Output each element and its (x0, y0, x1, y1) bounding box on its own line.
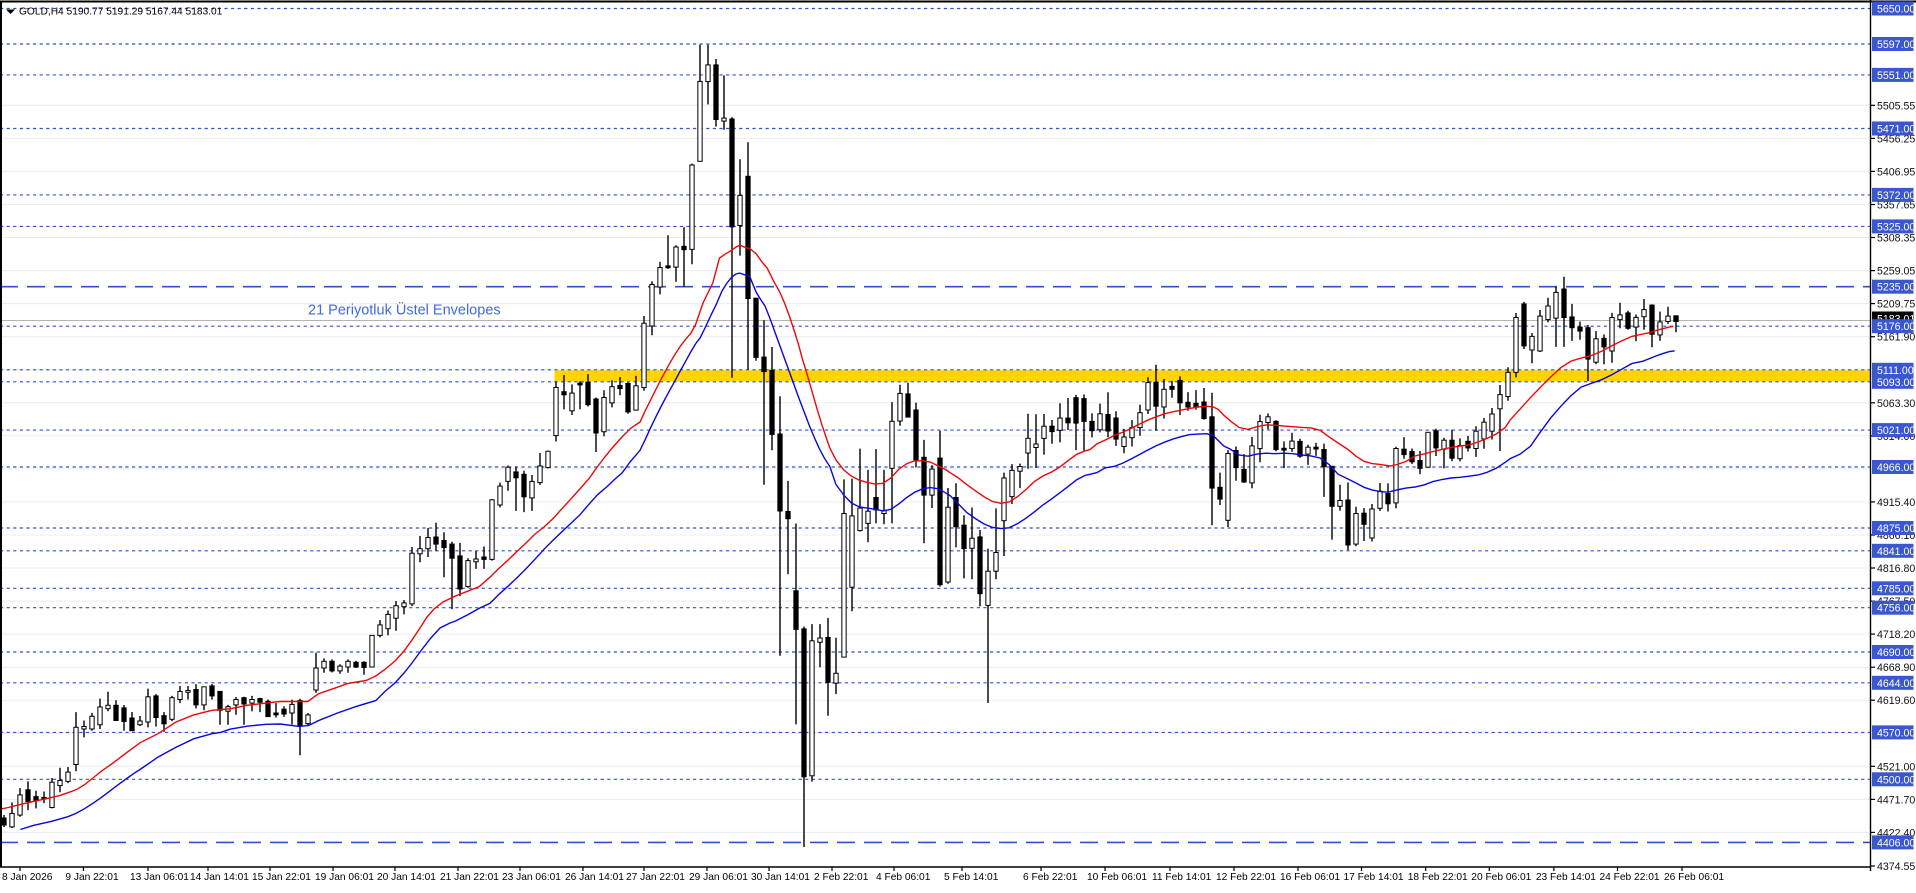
svg-text:4500.00: 4500.00 (1877, 774, 1915, 786)
svg-text:26 Feb 06:01: 26 Feb 06:01 (1664, 872, 1724, 883)
svg-text:23 Feb 14:01: 23 Feb 14:01 (1536, 872, 1596, 883)
svg-text:4471.70: 4471.70 (1877, 794, 1915, 806)
svg-text:4570.00: 4570.00 (1877, 727, 1915, 739)
svg-text:18 Feb 22:01: 18 Feb 22:01 (1408, 872, 1468, 883)
svg-text:17 Feb 14:01: 17 Feb 14:01 (1344, 872, 1404, 883)
svg-text:4521.00: 4521.00 (1877, 761, 1915, 773)
svg-text:15 Jan 22:01: 15 Jan 22:01 (252, 872, 311, 883)
svg-text:13 Jan 06:01: 13 Jan 06:01 (130, 872, 189, 883)
svg-text:9 Jan 22:01: 9 Jan 22:01 (65, 872, 119, 883)
svg-text:27 Jan 22:01: 27 Jan 22:01 (626, 872, 685, 883)
svg-text:5357.65: 5357.65 (1877, 200, 1915, 212)
svg-text:5021.00: 5021.00 (1877, 425, 1915, 437)
svg-text:14 Jan 14:01: 14 Jan 14:01 (190, 872, 249, 883)
svg-text:24 Feb 22:01: 24 Feb 22:01 (1600, 872, 1660, 883)
svg-text:30 Jan 14:01: 30 Jan 14:01 (751, 872, 810, 883)
svg-text:5063.30: 5063.30 (1877, 398, 1915, 410)
svg-text:12 Feb 22:01: 12 Feb 22:01 (1216, 872, 1276, 883)
svg-text:20 Jan 14:01: 20 Jan 14:01 (377, 872, 436, 883)
svg-text:20 Feb 06:01: 20 Feb 06:01 (1471, 872, 1531, 883)
svg-text:5161.90: 5161.90 (1877, 332, 1915, 344)
svg-text:5209.75: 5209.75 (1877, 299, 1915, 311)
svg-text:10 Feb 06:01: 10 Feb 06:01 (1087, 872, 1147, 883)
svg-text:5456.25: 5456.25 (1877, 133, 1915, 145)
svg-text:4619.60: 4619.60 (1877, 695, 1915, 707)
svg-text:5372.00: 5372.00 (1877, 190, 1915, 202)
svg-text:5325.00: 5325.00 (1877, 221, 1915, 233)
svg-text:4374.55: 4374.55 (1877, 861, 1915, 873)
svg-text:5650.00: 5650.00 (1877, 4, 1915, 16)
svg-text:GOLD,H4 5190.77 5191.29 5167.: GOLD,H4 5190.77 5191.29 5167.44 5183.01 (19, 7, 223, 18)
svg-text:4875.00: 4875.00 (1877, 523, 1915, 535)
svg-text:8 Jan 2026: 8 Jan 2026 (2, 872, 53, 883)
svg-text:5 Feb 14:01: 5 Feb 14:01 (944, 872, 999, 883)
svg-text:29 Jan 06:01: 29 Jan 06:01 (689, 872, 748, 883)
svg-text:5308.35: 5308.35 (1877, 233, 1915, 245)
svg-text:4841.00: 4841.00 (1877, 546, 1915, 558)
svg-text:4785.00: 4785.00 (1877, 583, 1915, 595)
svg-text:4915.40: 4915.40 (1877, 497, 1915, 509)
svg-text:6 Feb 22:01: 6 Feb 22:01 (1023, 872, 1078, 883)
svg-text:4 Feb 06:01: 4 Feb 06:01 (876, 872, 931, 883)
svg-text:19 Jan 06:01: 19 Jan 06:01 (315, 872, 374, 883)
svg-text:21 Jan 22:01: 21 Jan 22:01 (440, 872, 499, 883)
svg-text:4756.00: 4756.00 (1877, 603, 1915, 615)
svg-text:5471.00: 5471.00 (1877, 124, 1915, 136)
svg-text:2 Feb 22:01: 2 Feb 22:01 (814, 872, 869, 883)
svg-text:5111.00: 5111.00 (1877, 365, 1914, 377)
svg-text:5093.00: 5093.00 (1877, 377, 1915, 389)
svg-text:4816.80: 4816.80 (1877, 563, 1915, 575)
svg-text:5551.00: 5551.00 (1877, 70, 1915, 82)
svg-text:5235.00: 5235.00 (1877, 282, 1915, 294)
svg-text:4668.90: 4668.90 (1877, 662, 1915, 674)
svg-text:5505.55: 5505.55 (1877, 100, 1915, 112)
svg-text:5406.95: 5406.95 (1877, 166, 1915, 178)
svg-text:16 Feb 06:01: 16 Feb 06:01 (1280, 872, 1340, 883)
svg-text:5259.05: 5259.05 (1877, 266, 1915, 278)
svg-text:23 Jan 06:01: 23 Jan 06:01 (502, 872, 561, 883)
svg-text:5597.00: 5597.00 (1877, 39, 1915, 51)
svg-text:26 Jan 14:01: 26 Jan 14:01 (565, 872, 624, 883)
svg-text:5176.00: 5176.00 (1877, 321, 1915, 333)
svg-text:4406.00: 4406.00 (1877, 837, 1915, 849)
svg-text:4644.00: 4644.00 (1877, 678, 1915, 690)
svg-text:4718.20: 4718.20 (1877, 629, 1915, 641)
svg-text:21 Periyotluk Üstel Envelopes: 21 Periyotluk Üstel Envelopes (308, 301, 501, 319)
svg-text:4690.00: 4690.00 (1877, 647, 1915, 659)
svg-text:11 Feb 14:01: 11 Feb 14:01 (1152, 872, 1212, 883)
svg-text:4966.00: 4966.00 (1877, 462, 1915, 474)
